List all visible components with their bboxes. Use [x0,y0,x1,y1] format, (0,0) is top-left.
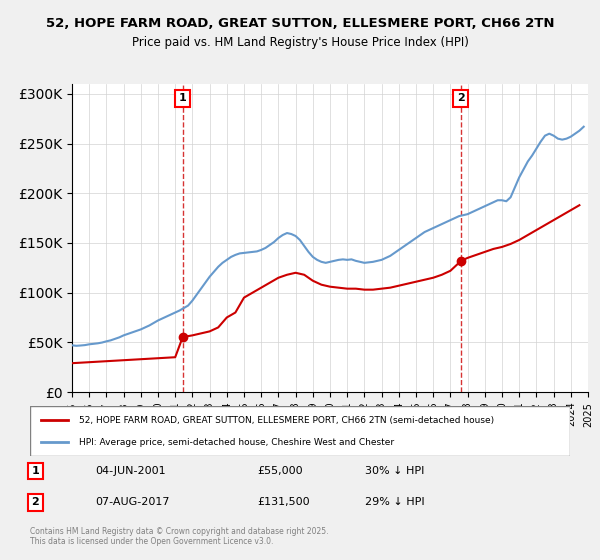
Text: 07-AUG-2017: 07-AUG-2017 [95,497,169,507]
Text: Contains HM Land Registry data © Crown copyright and database right 2025.
This d: Contains HM Land Registry data © Crown c… [30,526,329,546]
Text: 30% ↓ HPI: 30% ↓ HPI [365,466,424,476]
Text: 1: 1 [179,93,187,103]
Text: 04-JUN-2001: 04-JUN-2001 [95,466,166,476]
Text: 2: 2 [457,93,464,103]
Text: 2: 2 [32,497,39,507]
Text: Price paid vs. HM Land Registry's House Price Index (HPI): Price paid vs. HM Land Registry's House … [131,36,469,49]
Text: HPI: Average price, semi-detached house, Cheshire West and Chester: HPI: Average price, semi-detached house,… [79,438,394,447]
Text: £55,000: £55,000 [257,466,302,476]
Text: 52, HOPE FARM ROAD, GREAT SUTTON, ELLESMERE PORT, CH66 2TN (semi-detached house): 52, HOPE FARM ROAD, GREAT SUTTON, ELLESM… [79,416,494,424]
Text: 1: 1 [32,466,39,476]
Text: £131,500: £131,500 [257,497,310,507]
Text: 29% ↓ HPI: 29% ↓ HPI [365,497,424,507]
FancyBboxPatch shape [30,406,570,456]
Text: 52, HOPE FARM ROAD, GREAT SUTTON, ELLESMERE PORT, CH66 2TN: 52, HOPE FARM ROAD, GREAT SUTTON, ELLESM… [46,17,554,30]
